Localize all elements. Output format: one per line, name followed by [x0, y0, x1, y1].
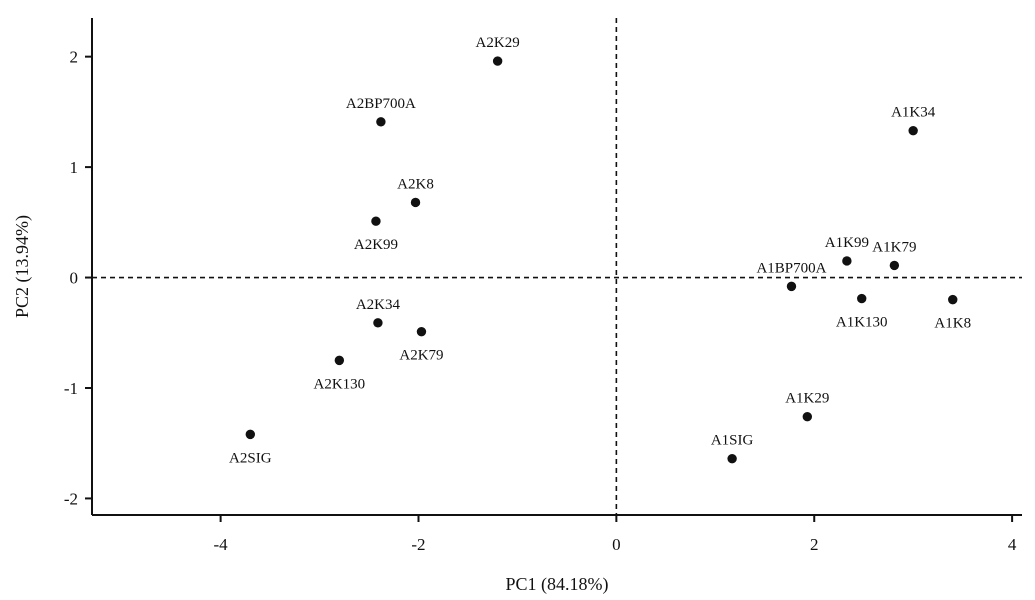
point-label: A1K29: [785, 391, 829, 407]
data-point: [376, 117, 386, 127]
point-label: A2K79: [399, 348, 443, 364]
x-axis-title: PC1 (84.18%): [506, 574, 609, 595]
axes-layer: [85, 18, 1022, 522]
point-label: A2K34: [356, 297, 401, 313]
y-tick-label: 2: [70, 48, 79, 67]
y-tick-label: 1: [70, 158, 79, 177]
point-label: A1SIG: [711, 433, 754, 449]
point-label: A1BP700A: [756, 260, 826, 276]
data-point: [371, 216, 381, 226]
y-axis-title: PC2 (13.94%): [12, 215, 33, 318]
plot-layer: [245, 56, 958, 464]
x-tick-label: -4: [214, 535, 229, 554]
point-label: A2K130: [314, 376, 366, 392]
data-point: [373, 318, 383, 328]
data-point: [857, 293, 867, 304]
data-point: [334, 355, 345, 366]
point-label: A1K79: [872, 239, 916, 255]
data-point: [948, 294, 958, 305]
data-point: [786, 281, 797, 292]
y-tick-label: -1: [64, 379, 78, 398]
point-label: A1K34: [891, 105, 936, 121]
data-point: [889, 260, 900, 271]
point-label: A2K8: [397, 176, 434, 192]
point-label: A1K130: [836, 315, 888, 331]
point-label: A2K29: [476, 35, 520, 51]
data-point: [410, 197, 421, 208]
point-label: A1K99: [825, 235, 869, 251]
point-label: A2BP700A: [346, 96, 416, 112]
point-label: A2SIG: [229, 450, 272, 466]
y-tick-label: 0: [70, 269, 79, 288]
point-label: A1K8: [934, 316, 971, 332]
data-point: [802, 412, 813, 422]
x-tick-label: -2: [411, 535, 425, 554]
labels-layer: -4 -2 0 2 4 -2 -1 0 1 2 A2K29 A2BP700A A2K8 A2K99 A2K3…: [64, 35, 1017, 554]
data-point: [727, 453, 737, 464]
x-tick-label: 0: [612, 535, 621, 554]
data-point: [492, 56, 503, 66]
data-point: [842, 256, 852, 266]
x-tick-label: 4: [1008, 535, 1017, 554]
data-point: [416, 326, 427, 337]
data-point: [245, 429, 255, 440]
data-point: [908, 125, 918, 136]
y-tick-label: -2: [64, 489, 78, 508]
point-label: A2K99: [354, 237, 398, 253]
x-tick-label: 2: [810, 535, 819, 554]
